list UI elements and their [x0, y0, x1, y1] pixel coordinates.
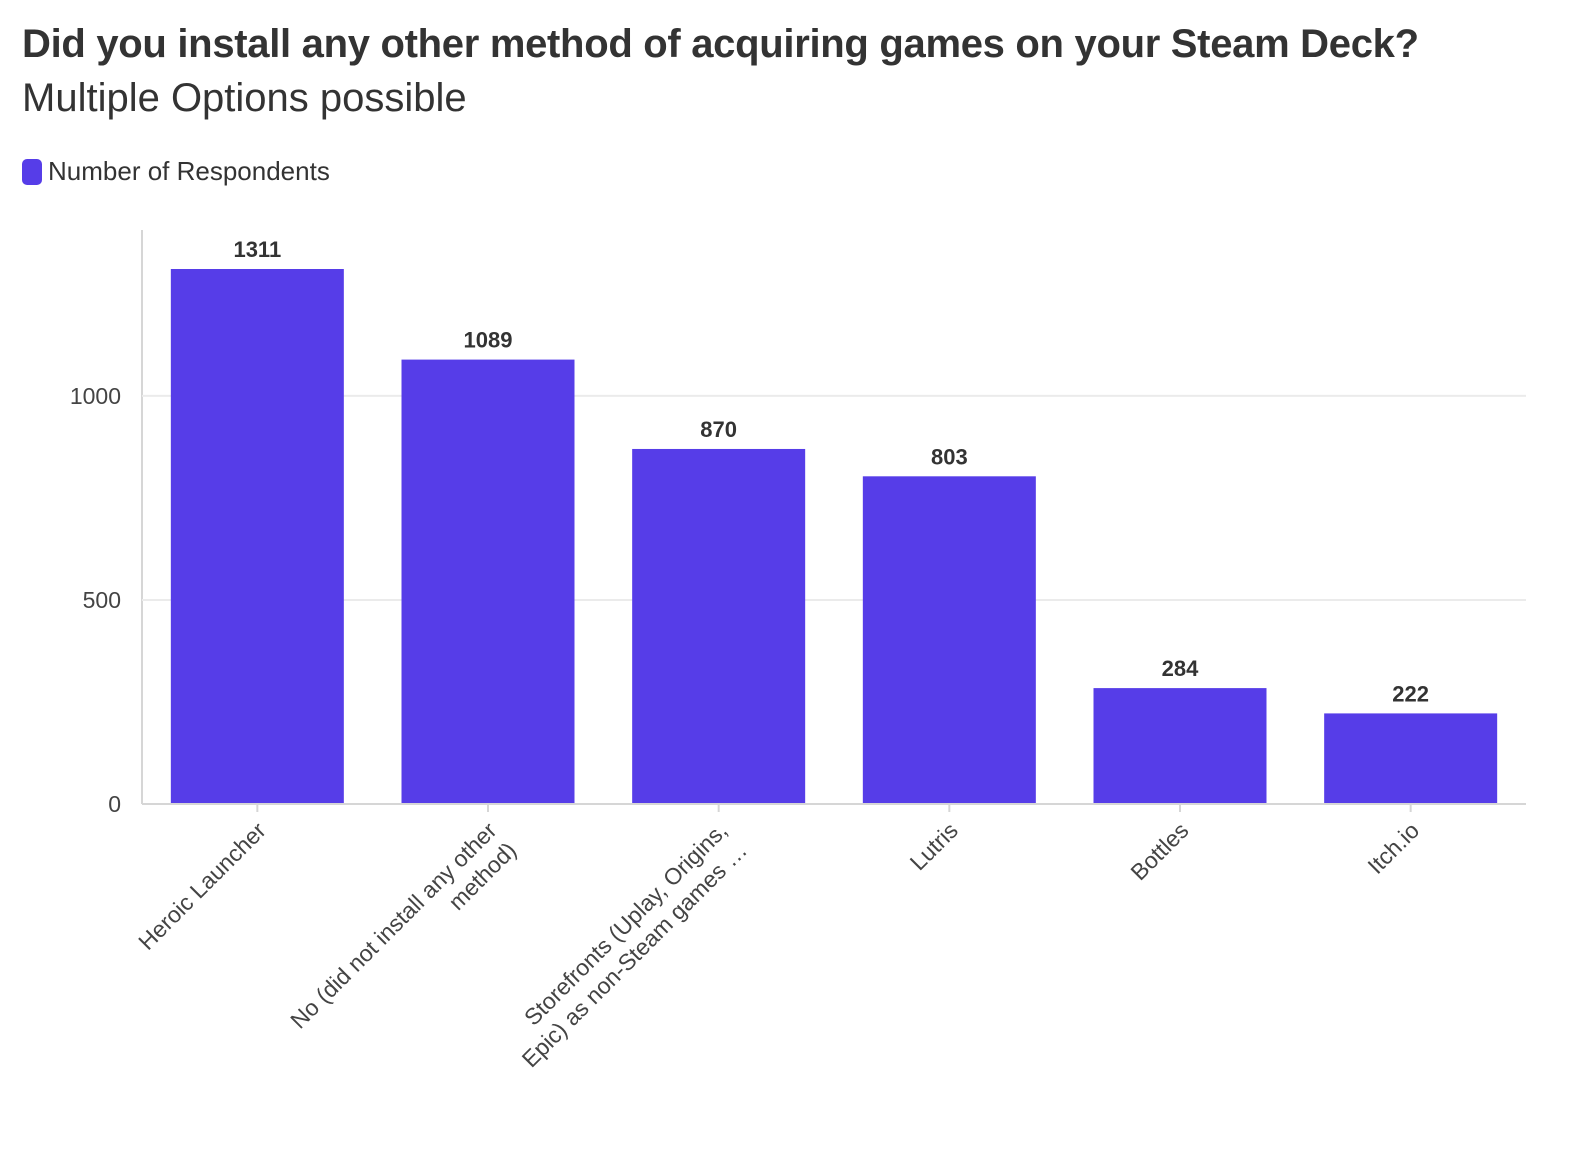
bar — [170, 269, 344, 804]
x-category-label: No (did not install any othermethod) — [285, 817, 521, 1053]
bar — [1324, 713, 1498, 804]
bar-value-label: 870 — [700, 417, 737, 442]
x-category-label-line: Lutris — [905, 817, 963, 875]
chart-subtitle: Multiple Options possible — [22, 76, 467, 120]
bar — [632, 448, 806, 804]
x-category-label: Storefronts (Uplay, Origins,Epic) as non… — [497, 817, 752, 1072]
bar — [401, 359, 575, 804]
bar-value-label: 284 — [1162, 656, 1199, 681]
x-category-label: Itch.io — [1362, 817, 1424, 879]
bar-value-label: 1311 — [233, 237, 281, 262]
chart-legend: Number of Respondents — [22, 156, 330, 187]
bar-value-label: 803 — [931, 444, 968, 469]
y-tick-label: 500 — [83, 587, 121, 613]
chart-title: Did you install any other method of acqu… — [22, 22, 1419, 66]
x-category-label-line: Epic) as non-Steam games … — [517, 837, 752, 1072]
y-tick-label: 1000 — [70, 383, 121, 409]
x-category-label: Heroic Launcher — [133, 817, 271, 955]
x-category-label: Lutris — [905, 817, 963, 875]
bar-value-label: 222 — [1392, 681, 1429, 706]
x-category-label-line: Heroic Launcher — [133, 817, 271, 955]
y-tick-label: 0 — [108, 791, 121, 817]
bar — [1093, 688, 1267, 804]
legend-label: Number of Respondents — [48, 156, 330, 186]
x-category-label-line: Bottles — [1125, 817, 1193, 885]
bar-value-label: 1089 — [464, 328, 513, 353]
legend-swatch — [22, 158, 42, 185]
x-category-label-line: No (did not install any other — [285, 817, 502, 1034]
x-category-label-line: Itch.io — [1362, 817, 1424, 879]
x-category-label-line: Storefronts (Uplay, Origins, — [519, 817, 732, 1030]
bar — [862, 476, 1036, 804]
x-category-label: Bottles — [1125, 817, 1193, 885]
